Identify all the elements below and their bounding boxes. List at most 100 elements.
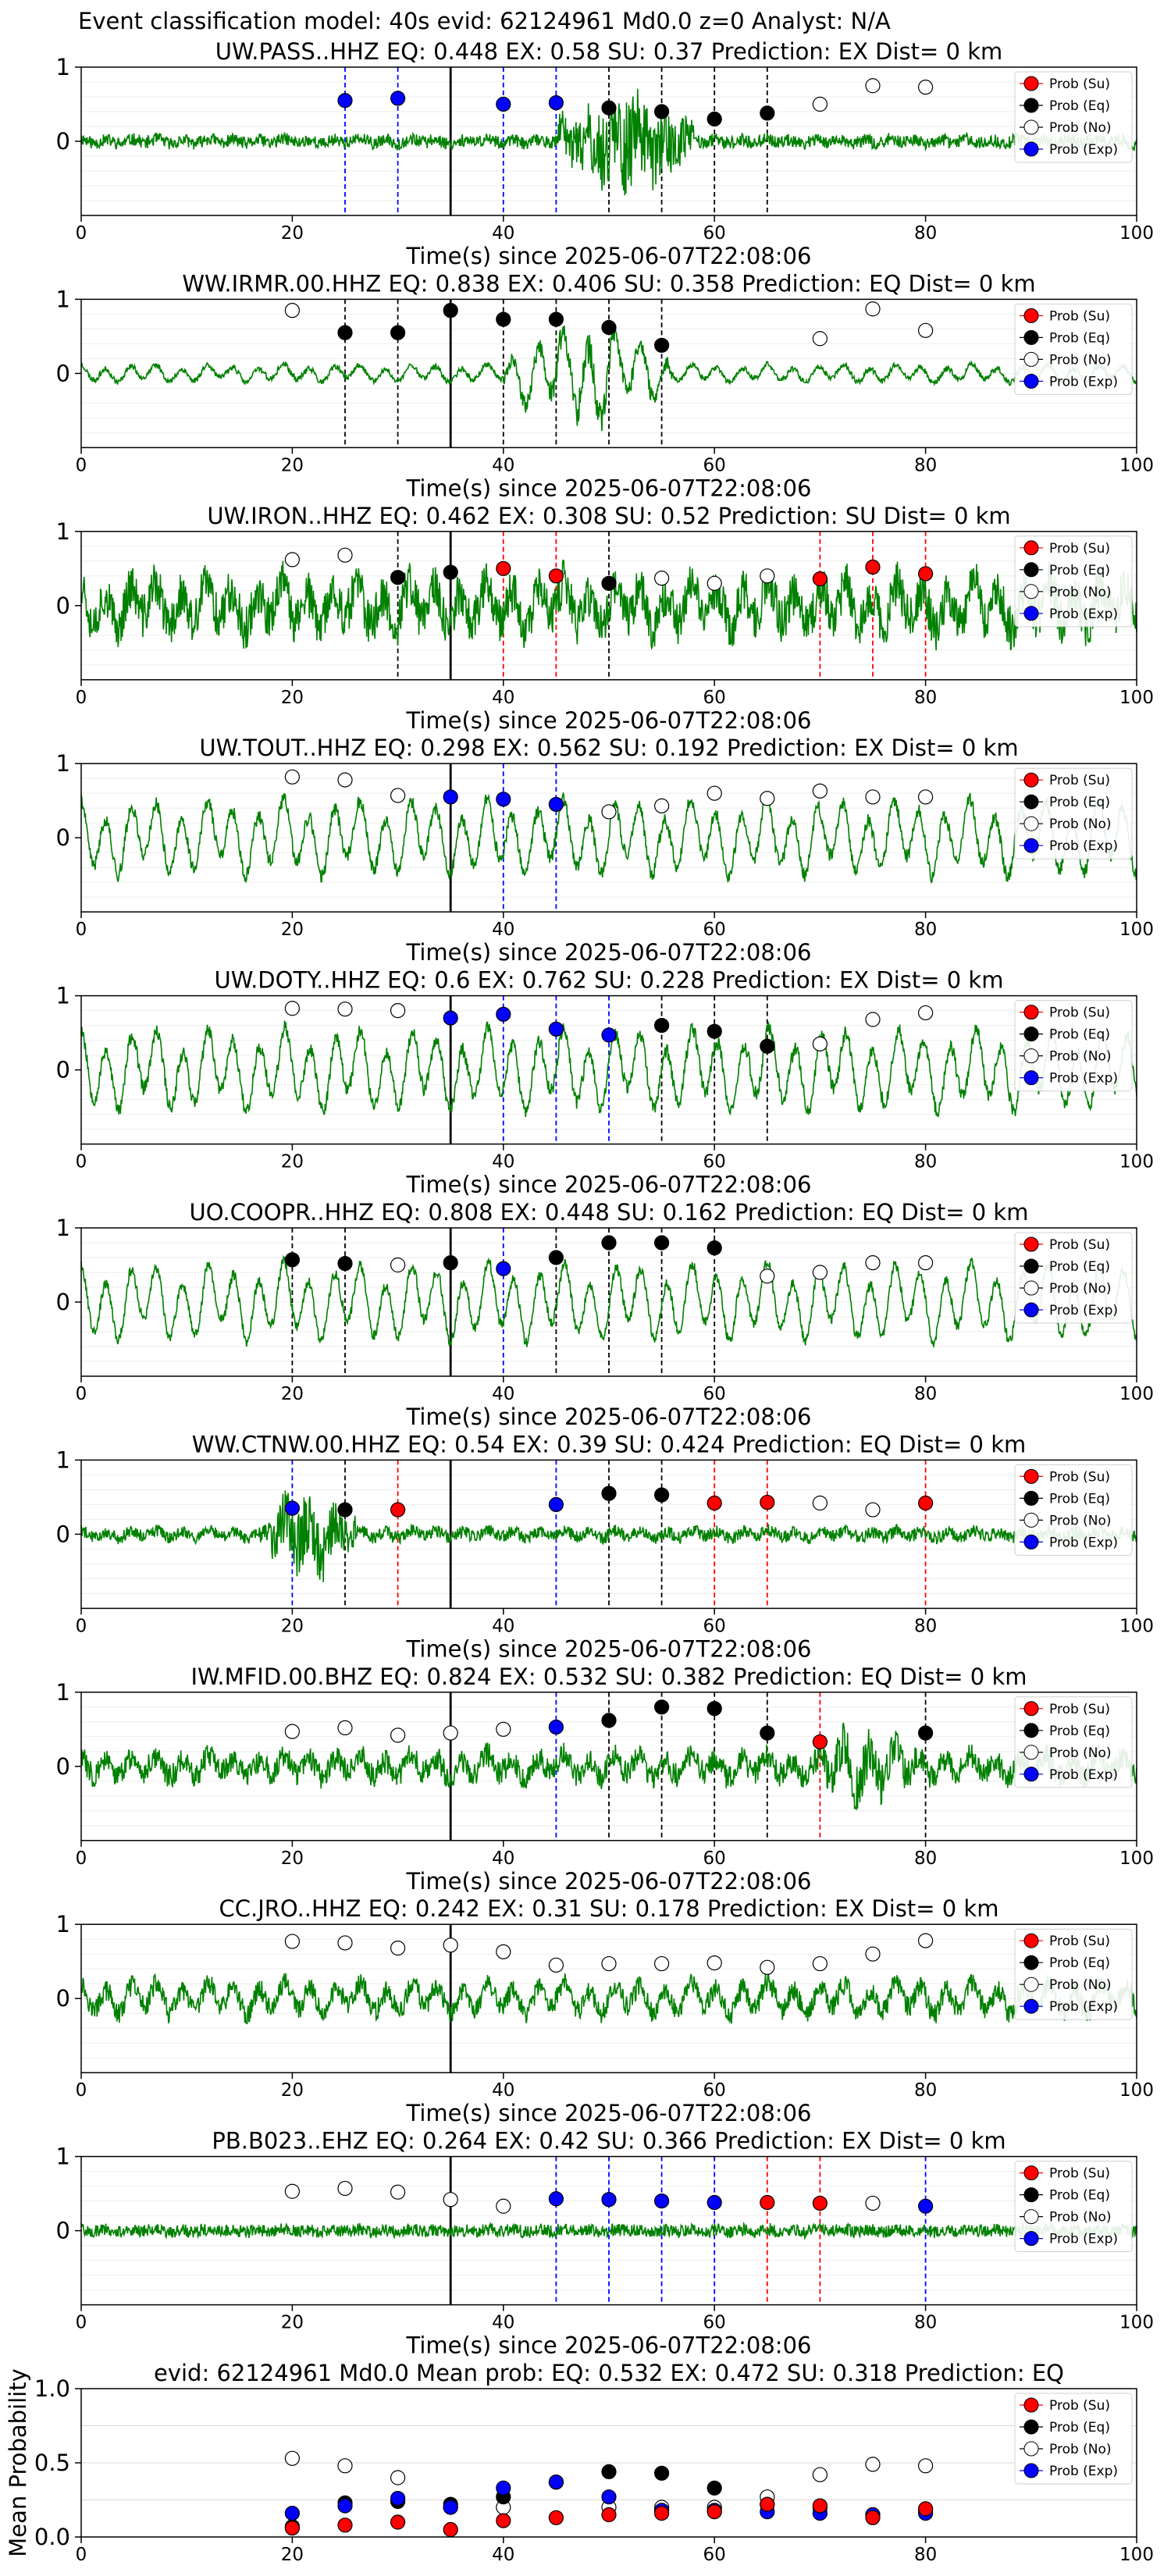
- y-tick-label: 0.0: [34, 2524, 70, 2550]
- legend-marker-no: [1023, 2441, 1039, 2457]
- legend-marker-exp: [1023, 373, 1039, 389]
- legend: Prob (Su) Prob (Eq) Prob (No) Prob (Exp): [1014, 2161, 1133, 2253]
- x-tick-label: 40: [492, 1152, 514, 1172]
- legend-marker-no: [1023, 1976, 1039, 1992]
- x-tick-label: 80: [914, 2313, 937, 2333]
- legend-marker-no: [1023, 351, 1039, 367]
- mean-prob-marker-su: [496, 2513, 511, 2528]
- x-tick-label: 80: [914, 1384, 937, 1404]
- prob-marker-eq: [707, 1701, 722, 1717]
- y-tick-label: 0: [56, 592, 70, 619]
- prob-marker-no: [812, 1955, 828, 1972]
- prob-marker-no: [390, 1941, 406, 1956]
- legend-box: [1014, 1464, 1133, 1556]
- panel-title: UW.IRON..HHZ EQ: 0.462 EX: 0.308 SU: 0.5…: [207, 503, 1010, 529]
- x-axis-label: Time(s) since 2025-06-07T22:08:06: [406, 2100, 812, 2126]
- prob-marker-no: [917, 80, 934, 95]
- mean-prob-marker-no: [284, 2450, 300, 2466]
- prob-marker-no: [760, 1959, 775, 1975]
- mean-prob-marker-exp: [496, 2480, 511, 2496]
- prob-marker-su: [760, 1494, 775, 1510]
- legend-label: Prob (No): [1049, 1745, 1112, 1761]
- x-tick-label: 0: [76, 1616, 87, 1636]
- legend-label: Prob (No): [1049, 2210, 1112, 2226]
- legend-label: Prob (Exp): [1049, 2232, 1118, 2247]
- prob-marker-eq: [707, 1023, 722, 1039]
- prob-marker-eq: [653, 1017, 670, 1034]
- prob-marker-no: [760, 568, 775, 584]
- legend-marker-su: [1023, 2165, 1039, 2181]
- x-axis-label: Time(s) since 2025-06-07T22:08:06: [406, 243, 812, 269]
- x-tick-label: 60: [703, 1152, 726, 1172]
- legend-label: Prob (Eq): [1049, 98, 1110, 114]
- station-panel-3: UW.IRON..HHZ EQ: 0.462 EX: 0.308 SU: 0.5…: [56, 503, 1154, 734]
- mean-prob-marker-exp: [337, 2498, 353, 2514]
- prob-marker-su: [812, 571, 828, 587]
- mean-prob-marker-su: [865, 2510, 881, 2525]
- prob-marker-su: [707, 1495, 722, 1511]
- legend-box: [1014, 767, 1133, 859]
- legend-label: Prob (No): [1049, 817, 1112, 832]
- prob-marker-no: [337, 1935, 353, 1951]
- prob-marker-no: [707, 575, 722, 591]
- legend-label: Prob (Eq): [1049, 1027, 1110, 1043]
- x-tick-label: 0: [76, 2545, 87, 2565]
- legend-label: Prob (Exp): [1049, 1303, 1118, 1318]
- x-tick-label: 40: [492, 688, 514, 708]
- legend-marker-su: [1023, 1933, 1039, 1948]
- legend-marker-eq: [1023, 1723, 1039, 1738]
- prob-marker-eq: [601, 1485, 617, 1501]
- legend-label: Prob (Eq): [1049, 1491, 1110, 1507]
- y-tick-label: 0: [56, 1057, 70, 1083]
- x-tick-label: 0: [76, 455, 87, 475]
- station-panel-6: UO.COOPR..HHZ EQ: 0.808 EX: 0.448 SU: 0.…: [56, 1199, 1154, 1430]
- prob-marker-no: [284, 552, 300, 568]
- prob-marker-eq: [337, 325, 353, 340]
- legend-marker-no: [1023, 816, 1039, 831]
- prob-marker-exp: [548, 95, 564, 111]
- panel-title: CC.JRO..HHZ EQ: 0.242 EX: 0.31 SU: 0.178…: [219, 1895, 999, 1922]
- prob-marker-exp: [337, 93, 353, 109]
- legend: Prob (Su) Prob (Eq) Prob (No) Prob (Exp): [1014, 1000, 1133, 1092]
- legend-marker-no: [1023, 2209, 1039, 2225]
- prob-marker-exp: [496, 1261, 511, 1276]
- mean-prob-marker-su: [548, 2510, 564, 2525]
- mean-prob-marker-su: [707, 2504, 722, 2520]
- prob-marker-su: [812, 1734, 828, 1750]
- prob-marker-no: [390, 2184, 406, 2200]
- x-tick-label: 60: [703, 455, 726, 475]
- x-tick-label: 0: [76, 223, 87, 244]
- x-tick-label: 20: [281, 1384, 304, 1404]
- prob-marker-no: [443, 1937, 458, 1953]
- x-tick-label: 40: [492, 455, 514, 475]
- prob-marker-su: [917, 1495, 934, 1511]
- x-axis-label: Time(s) since 2025-06-07T22:08:06: [406, 2332, 812, 2359]
- prob-marker-no: [865, 1946, 881, 1962]
- waveform-trace: [80, 325, 1137, 432]
- prob-marker-no: [812, 331, 828, 347]
- x-tick-label: 40: [492, 2080, 514, 2101]
- legend-marker-no: [1023, 584, 1039, 600]
- prob-marker-no: [812, 96, 828, 112]
- prob-marker-no: [337, 1720, 353, 1735]
- prob-marker-no: [390, 1002, 406, 1019]
- prob-marker-no: [917, 322, 934, 338]
- prob-marker-no: [284, 303, 300, 318]
- prob-marker-no: [865, 1012, 881, 1027]
- prob-marker-exp: [548, 796, 564, 813]
- y-tick-label: 0: [56, 1985, 70, 2012]
- panel-title: UW.TOUT..HHZ EQ: 0.298 EX: 0.562 SU: 0.1…: [199, 735, 1018, 761]
- legend-marker-eq: [1023, 1490, 1039, 1506]
- legend-label: Prob (Exp): [1049, 374, 1118, 390]
- x-axis-label: Time(s) since 2025-06-07T22:08:06: [406, 1635, 812, 1662]
- prob-marker-exp: [496, 1006, 511, 1022]
- prob-marker-no: [865, 78, 881, 94]
- prob-marker-no: [284, 1001, 300, 1016]
- station-panel-8: IW.MFID.00.BHZ EQ: 0.824 EX: 0.532 SU: 0…: [56, 1663, 1154, 1895]
- x-axis-label: Time(s) since 2025-06-07T22:08:06: [406, 939, 812, 966]
- x-tick-label: 0: [76, 920, 87, 940]
- prob-marker-no: [865, 301, 881, 317]
- prob-marker-no: [865, 789, 881, 805]
- legend-marker-exp: [1023, 1767, 1039, 1782]
- legend-label: Prob (Su): [1049, 541, 1110, 557]
